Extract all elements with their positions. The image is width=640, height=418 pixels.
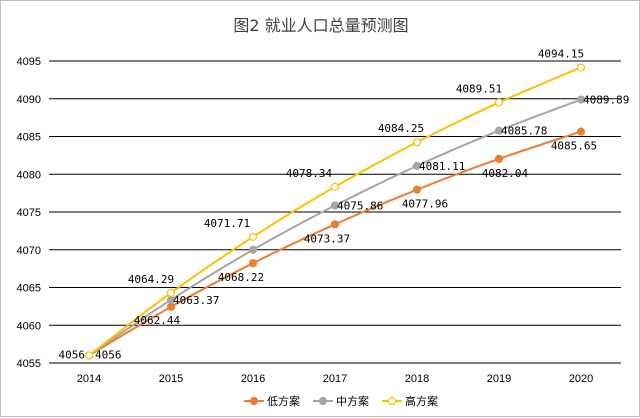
- data-point: [412, 138, 422, 147]
- data-point: [248, 259, 258, 268]
- data-label: 4068.22: [218, 271, 264, 284]
- data-point: [330, 201, 340, 210]
- legend: 低方案 中方案 高方案: [244, 394, 438, 408]
- x-axis-ticks: 2014 2015 2016 2017 2018 2019 2020: [77, 373, 593, 385]
- data-point: [330, 220, 340, 229]
- x-tick-label: 2019: [487, 373, 511, 385]
- y-tick-label: 4085: [17, 132, 41, 144]
- data-point: [248, 245, 258, 254]
- x-tick-label: 2020: [569, 373, 593, 385]
- data-label: 4063.37: [173, 294, 219, 307]
- data-label: 4056: [95, 348, 122, 361]
- data-label: 4081.11: [419, 160, 465, 173]
- x-tick-label: 2018: [405, 373, 429, 385]
- y-tick-label: 4075: [17, 207, 41, 219]
- y-tick-label: 4095: [17, 56, 41, 68]
- data-point: [494, 126, 504, 135]
- data-label: 4078.34: [286, 167, 333, 180]
- data-point: [576, 127, 586, 136]
- series-group: [84, 63, 586, 360]
- y-tick-label: 4055: [17, 358, 41, 370]
- data-label: 4064.29: [128, 273, 174, 286]
- data-point: [576, 63, 586, 72]
- data-label: 4085.65: [551, 140, 597, 153]
- legend-label: 低方案: [267, 394, 300, 408]
- x-tick-label: 2014: [77, 373, 101, 385]
- data-label: 4094.15: [538, 47, 584, 60]
- y-axis-ticks: 4055 4060 4065 4070 4075 4080 4085 4090 4095: [17, 56, 41, 370]
- y-tick-label: 4060: [17, 320, 41, 332]
- data-label: 4089.89: [583, 94, 629, 107]
- legend-marker: [318, 396, 328, 406]
- data-label: 4077.96: [402, 198, 448, 211]
- data-point: [248, 232, 258, 241]
- data-point: [576, 95, 586, 104]
- legend-marker: [387, 396, 397, 406]
- gridlines: [49, 60, 621, 364]
- x-tick-label: 2017: [323, 373, 347, 385]
- legend-label: 中方案: [336, 394, 369, 408]
- data-point: [84, 351, 94, 360]
- data-point: [412, 161, 422, 170]
- data-label: 4062.44: [134, 314, 181, 327]
- data-label: 4075.86: [337, 200, 383, 213]
- data-label: 4071.71: [204, 217, 250, 230]
- data-labels: 4062.44 4068.22 4073.37 4077.96 4082.04 4085.…: [59, 47, 630, 361]
- data-label: 4089.51: [456, 82, 502, 95]
- y-tick-label: 4090: [17, 94, 41, 106]
- data-label: 4073.37: [304, 232, 350, 245]
- data-point: [494, 98, 504, 107]
- y-tick-label: 4065: [17, 283, 41, 295]
- y-tick-label: 4080: [17, 169, 41, 181]
- legend-marker: [249, 396, 259, 406]
- chart-title: 图2 就业人口总量预测图: [233, 16, 408, 35]
- data-point: [330, 182, 340, 191]
- data-point: [412, 185, 422, 194]
- data-label: 4056: [59, 348, 86, 361]
- data-label: 4085.78: [501, 125, 547, 138]
- x-tick-label: 2015: [159, 373, 183, 385]
- y-tick-label: 4070: [17, 245, 41, 257]
- data-label: 4082.04: [482, 167, 529, 180]
- x-tick-label: 2016: [241, 373, 265, 385]
- data-point: [166, 288, 176, 297]
- data-point: [494, 154, 504, 163]
- data-label: 4084.25: [378, 122, 424, 135]
- legend-label: 高方案: [405, 394, 438, 408]
